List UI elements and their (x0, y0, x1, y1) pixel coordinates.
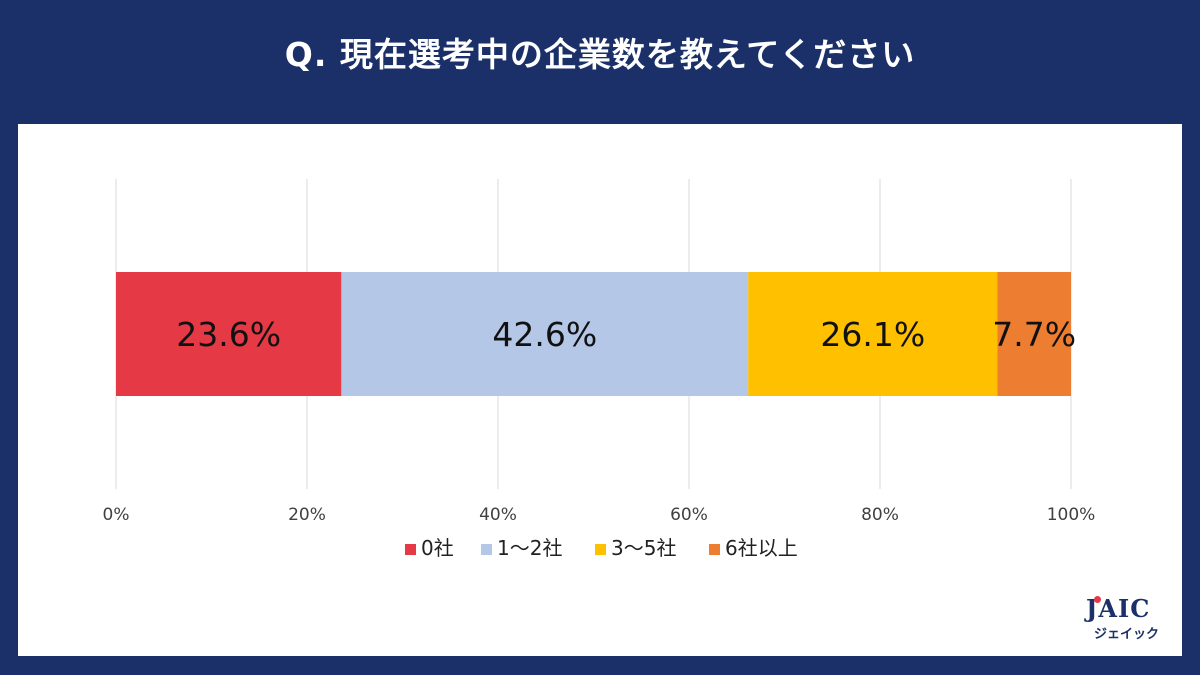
bar-segment (997, 272, 1071, 396)
data-label: 42.6% (492, 315, 597, 354)
data-label: 26.1% (820, 315, 925, 354)
legend-swatch (595, 544, 606, 555)
legend-swatch (481, 544, 492, 555)
bar-segment (748, 272, 998, 396)
logo-sub-text: ジェイック (1094, 627, 1160, 642)
jaic-logo: JAIC ジェイック (1086, 594, 1176, 646)
legend-swatch (709, 544, 720, 555)
legend-swatch (405, 544, 416, 555)
chart-panel: 0% 20% 40% 60% 80% 100% 23.6% 42.6% 26.1% 7.7% 0社 1… (18, 124, 1182, 656)
x-tick-label: 80% (861, 505, 899, 525)
legend-label: 6社以上 (725, 536, 798, 560)
x-tick-label: 20% (288, 505, 326, 525)
legend-label: 3〜5社 (611, 536, 676, 560)
legend-label: 1〜2社 (497, 536, 562, 560)
logo-dot-icon (1094, 596, 1101, 603)
x-tick-label: 40% (479, 505, 517, 525)
x-tick-label: 100% (1047, 505, 1096, 525)
data-label: 23.6% (176, 315, 281, 354)
legend-label: 0社 (421, 536, 454, 560)
stacked-bar-chart: 0% 20% 40% 60% 80% 100% 23.6% 42.6% 26.1% 7.7% 0社 1… (103, 179, 1096, 560)
x-tick-label: 60% (670, 505, 708, 525)
x-tick-label: 0% (103, 505, 130, 525)
bar-segment (116, 272, 342, 396)
data-label: 7.7% (992, 315, 1076, 354)
page-title: Q. 現在選考中の企業数を教えてください (284, 35, 916, 74)
bar-segment (341, 272, 749, 396)
